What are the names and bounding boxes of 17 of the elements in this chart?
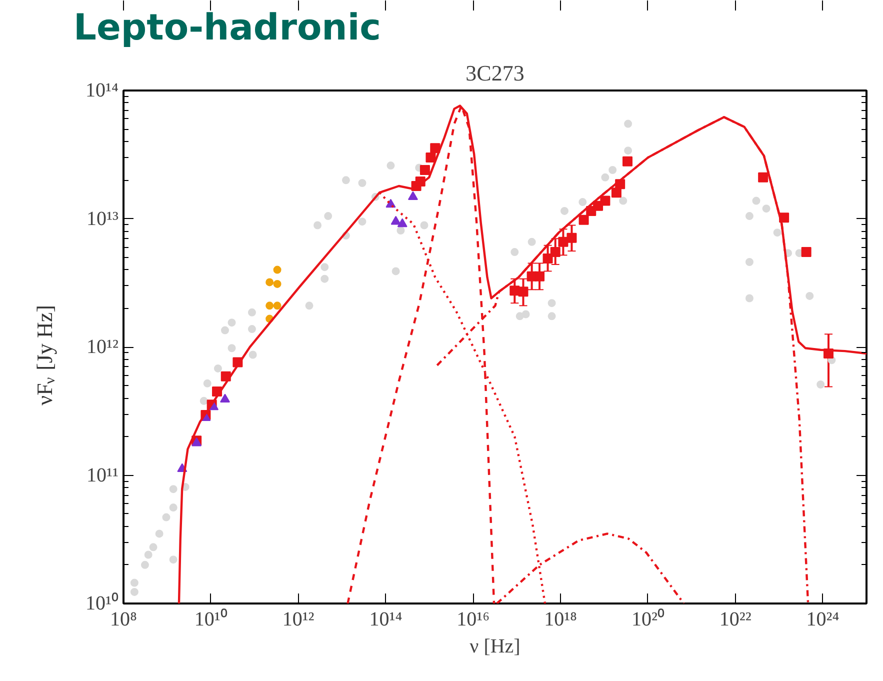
text: Lepto-hadronic [74,8,381,48]
y-tick-label: 10¹⁴ [86,80,119,102]
x-tick-label: 10¹⁶ [456,608,490,630]
x-tick-label: 10¹⁴ [369,608,402,630]
x-tick-label: 10²² [719,608,752,630]
x-tick-label: 10¹⁸ [544,608,578,630]
x-tick-label: 10²⁰ [631,608,664,630]
y-tick-label: 10¹² [86,336,119,358]
y-tick-label: 10¹¹ [86,464,119,486]
y-axis-title: νFν [Jy Hz] [32,305,58,406]
chart-title: 3C273 [466,60,524,86]
y-tick-label: 10¹³ [86,208,119,230]
x-tick-label: 10¹² [282,608,314,630]
x-tick-label: 10²⁴ [806,608,840,630]
x-tick-label: 10⁸ [110,608,138,630]
x-axis-title: ν [Hz] [470,636,520,658]
x-tick-label: 10¹⁰ [194,608,228,630]
